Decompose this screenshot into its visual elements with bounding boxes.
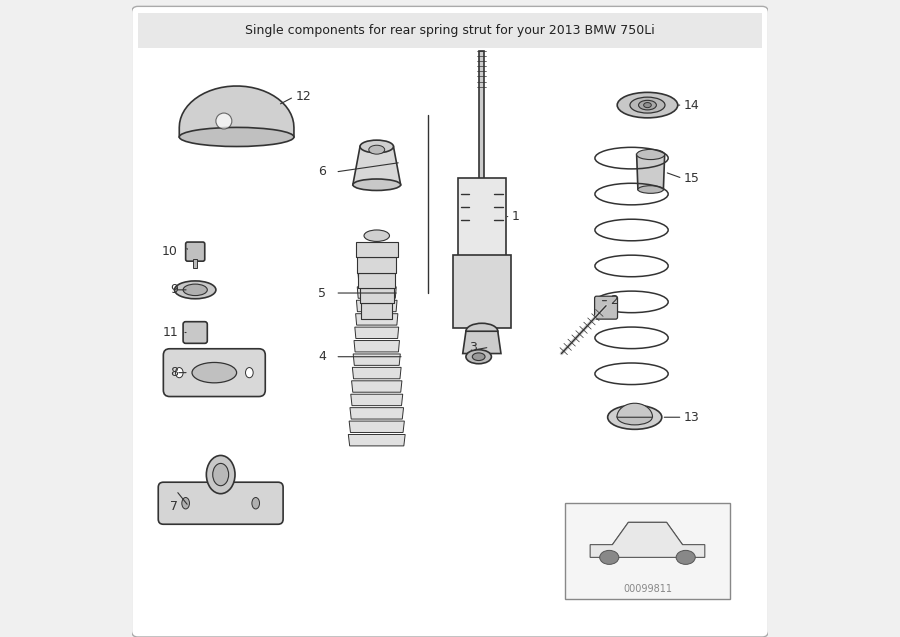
Ellipse shape: [252, 497, 259, 509]
Polygon shape: [351, 394, 402, 406]
Ellipse shape: [599, 550, 619, 564]
Text: 2: 2: [610, 294, 618, 307]
Ellipse shape: [183, 284, 207, 296]
Polygon shape: [353, 147, 400, 185]
Polygon shape: [355, 327, 399, 338]
Polygon shape: [354, 341, 400, 352]
Ellipse shape: [206, 455, 235, 494]
Text: 11: 11: [162, 326, 178, 339]
Polygon shape: [358, 273, 395, 285]
Polygon shape: [612, 522, 682, 545]
Ellipse shape: [179, 127, 294, 147]
Ellipse shape: [472, 353, 485, 361]
Polygon shape: [458, 178, 506, 268]
Polygon shape: [356, 242, 398, 257]
Text: 10: 10: [162, 245, 178, 258]
Polygon shape: [616, 403, 652, 417]
Text: 8: 8: [170, 366, 178, 379]
Ellipse shape: [608, 405, 662, 429]
Text: 9: 9: [170, 283, 178, 296]
Polygon shape: [357, 287, 396, 298]
Polygon shape: [352, 381, 402, 392]
Polygon shape: [348, 434, 405, 446]
Bar: [194, 259, 197, 268]
Ellipse shape: [617, 410, 652, 425]
Polygon shape: [350, 408, 403, 419]
Ellipse shape: [360, 140, 393, 153]
Ellipse shape: [175, 281, 216, 299]
Text: Single components for rear spring strut for your 2013 BMW 750Li: Single components for rear spring strut …: [245, 24, 655, 37]
Text: 3: 3: [470, 341, 477, 354]
Text: 6: 6: [318, 166, 326, 178]
Ellipse shape: [638, 186, 663, 194]
Text: 00099811: 00099811: [623, 583, 672, 594]
FancyBboxPatch shape: [158, 482, 284, 524]
FancyBboxPatch shape: [183, 322, 207, 343]
Ellipse shape: [639, 101, 656, 110]
Ellipse shape: [353, 179, 400, 190]
FancyBboxPatch shape: [595, 296, 617, 319]
Text: 4: 4: [318, 350, 326, 363]
Ellipse shape: [644, 103, 652, 108]
Polygon shape: [636, 155, 665, 190]
Polygon shape: [480, 51, 484, 191]
Text: 13: 13: [684, 411, 699, 424]
Ellipse shape: [617, 92, 678, 118]
FancyBboxPatch shape: [131, 6, 769, 637]
Text: 14: 14: [684, 99, 699, 111]
Ellipse shape: [176, 368, 183, 378]
Polygon shape: [349, 421, 404, 433]
Text: 5: 5: [318, 287, 326, 299]
Polygon shape: [360, 288, 393, 303]
Ellipse shape: [630, 97, 665, 113]
Ellipse shape: [636, 150, 665, 160]
Ellipse shape: [212, 464, 229, 486]
Ellipse shape: [676, 550, 695, 564]
Ellipse shape: [216, 113, 232, 129]
Ellipse shape: [466, 350, 491, 364]
Polygon shape: [179, 86, 294, 137]
Ellipse shape: [182, 497, 190, 509]
Polygon shape: [359, 260, 394, 271]
Polygon shape: [454, 255, 510, 328]
Text: 15: 15: [684, 172, 699, 185]
Polygon shape: [357, 257, 396, 273]
Polygon shape: [590, 522, 705, 557]
Polygon shape: [356, 300, 397, 311]
Text: 12: 12: [295, 90, 311, 103]
Polygon shape: [353, 354, 400, 366]
Text: 1: 1: [512, 210, 519, 223]
Text: 7: 7: [170, 500, 178, 513]
Polygon shape: [358, 273, 395, 288]
Bar: [564, 503, 730, 599]
FancyBboxPatch shape: [185, 242, 205, 261]
Ellipse shape: [192, 362, 237, 383]
Ellipse shape: [369, 145, 384, 154]
FancyBboxPatch shape: [164, 349, 266, 396]
Polygon shape: [463, 331, 501, 354]
Bar: [138, 13, 762, 48]
Polygon shape: [356, 313, 398, 325]
Ellipse shape: [364, 230, 390, 241]
Polygon shape: [353, 368, 401, 379]
Polygon shape: [361, 303, 392, 318]
Ellipse shape: [246, 368, 253, 378]
Ellipse shape: [466, 324, 498, 340]
